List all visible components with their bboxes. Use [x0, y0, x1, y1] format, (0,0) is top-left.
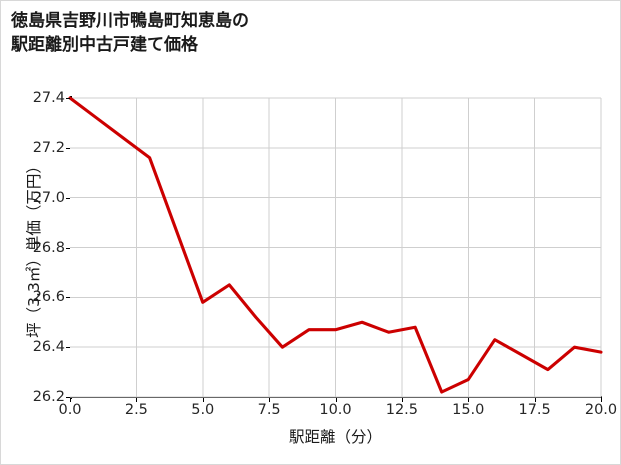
x-axis-tick-mark	[401, 398, 403, 402]
gridlines	[70, 97, 602, 398]
x-axis-tick-label: 20.0	[584, 402, 618, 418]
x-axis-tick-label: 15.0	[452, 402, 485, 418]
y-axis-tick-mark	[66, 197, 70, 199]
x-axis-tick-label: 12.5	[385, 402, 419, 418]
y-axis-tick-label: 26.8	[32, 239, 65, 256]
y-axis-tick-mark	[66, 98, 70, 99]
x-axis-title: 駅距離（分）	[288, 428, 382, 446]
x-axis-tick-mark	[202, 398, 204, 402]
y-axis-tick-label: 26.4	[32, 339, 65, 356]
x-axis-tick-mark	[269, 398, 271, 402]
y-axis-tick-label: 26.2	[32, 389, 65, 405]
y-axis-tick-mark	[66, 297, 70, 299]
x-axis-tick-mark	[335, 398, 337, 402]
x-axis-tick-mark	[70, 398, 71, 402]
y-axis-tick-label: 26.6	[32, 289, 65, 306]
y-axis-tick-label: 27.2	[32, 139, 65, 156]
price-line	[68, 96, 603, 394]
y-axis-tick-mark	[66, 347, 70, 349]
y-axis-tick-labels: 26.2 26.4 26.6 26.8 27.0 27.2 27.4	[1, 1, 65, 464]
x-axis-tick-label: 5.0	[191, 402, 215, 418]
price-line-series	[68, 96, 603, 394]
y-axis-tick-label: 27.4	[32, 90, 65, 106]
x-axis-tick-mark	[136, 398, 138, 402]
x-axis-tick-label: 0.0	[58, 402, 82, 418]
y-axis-tick-label: 27.0	[32, 189, 65, 206]
chart-title: 徳島県吉野川市鴨島町知恵島の 駅距離別中古戸建て価格	[11, 11, 249, 56]
y-axis-title: 坪（3.3㎡）単価（万円）	[25, 158, 43, 338]
x-axis-tick-mark	[601, 398, 602, 402]
x-axis-tick-label: 17.5	[518, 402, 551, 418]
plot-area	[68, 96, 603, 398]
y-axis-tick-mark	[66, 147, 70, 149]
x-axis-tick-label: 7.5	[257, 402, 281, 418]
y-axis-tick-mark	[66, 247, 70, 249]
y-axis-tick-mark	[66, 397, 70, 398]
x-axis-tick-mark	[534, 398, 536, 402]
x-axis-tick-label: 2.5	[124, 402, 148, 418]
x-axis-tick-mark	[468, 398, 470, 402]
x-axis-tick-label: 10.0	[319, 402, 352, 418]
